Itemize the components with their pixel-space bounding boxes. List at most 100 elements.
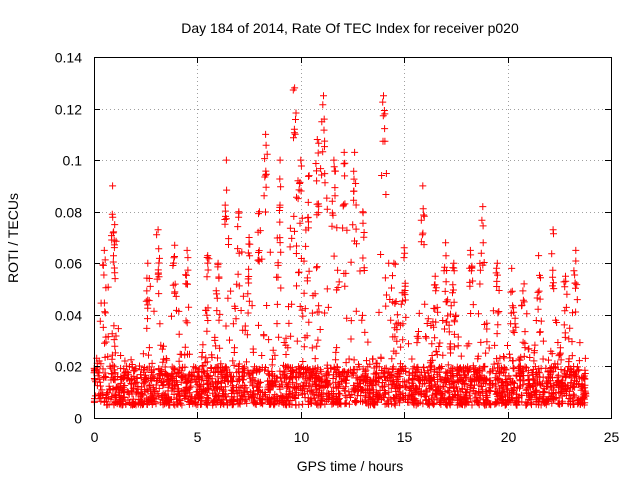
data-point bbox=[276, 203, 284, 211]
data-point bbox=[235, 208, 243, 216]
data-point bbox=[541, 388, 549, 396]
data-point bbox=[341, 172, 349, 180]
data-point bbox=[208, 353, 216, 361]
data-point bbox=[245, 234, 253, 241]
data-point bbox=[239, 292, 247, 300]
data-point bbox=[504, 342, 511, 349]
data-point bbox=[169, 281, 177, 289]
data-point bbox=[124, 369, 132, 377]
data-point bbox=[292, 385, 300, 393]
data-point bbox=[490, 360, 498, 368]
data-point bbox=[432, 287, 440, 295]
data-point bbox=[445, 376, 453, 384]
data-point bbox=[576, 339, 584, 347]
data-point bbox=[483, 376, 490, 384]
data-point bbox=[379, 98, 387, 106]
data-point bbox=[173, 394, 180, 402]
data-point bbox=[569, 309, 576, 317]
data-point bbox=[350, 356, 358, 364]
data-point bbox=[454, 367, 462, 375]
data-point bbox=[209, 380, 217, 388]
data-point bbox=[448, 365, 456, 373]
data-point bbox=[243, 331, 251, 339]
data-point bbox=[560, 321, 568, 329]
data-point bbox=[276, 239, 284, 247]
data-point bbox=[412, 369, 420, 376]
data-point bbox=[292, 116, 299, 123]
data-point bbox=[328, 197, 336, 205]
data-point bbox=[350, 167, 358, 175]
data-point bbox=[264, 385, 272, 393]
data-point bbox=[349, 221, 357, 229]
data-point bbox=[375, 374, 383, 382]
data-point bbox=[308, 309, 316, 317]
data-point bbox=[262, 208, 269, 216]
data-point bbox=[333, 363, 341, 371]
data-point bbox=[212, 342, 220, 350]
data-point bbox=[233, 369, 241, 377]
data-point bbox=[357, 397, 364, 405]
data-point bbox=[458, 396, 466, 404]
data-point bbox=[382, 388, 389, 396]
data-point bbox=[298, 214, 306, 222]
data-point bbox=[332, 384, 340, 392]
data-point bbox=[171, 241, 179, 249]
data-point bbox=[520, 298, 528, 306]
data-point bbox=[497, 368, 505, 376]
data-point bbox=[467, 376, 475, 384]
data-point bbox=[323, 205, 331, 213]
data-point bbox=[204, 266, 212, 274]
data-point bbox=[331, 167, 339, 175]
data-point bbox=[435, 364, 443, 372]
data-point bbox=[489, 307, 497, 315]
data-point bbox=[532, 317, 540, 324]
data-point bbox=[133, 374, 141, 382]
data-point bbox=[255, 379, 263, 387]
data-point bbox=[335, 368, 343, 376]
data-point bbox=[315, 139, 323, 147]
data-point bbox=[301, 394, 309, 402]
data-point bbox=[156, 371, 164, 379]
data-point bbox=[495, 308, 503, 315]
data-point bbox=[378, 172, 386, 179]
data-point bbox=[272, 378, 280, 386]
data-point bbox=[287, 373, 295, 381]
data-point bbox=[109, 182, 117, 190]
data-point bbox=[389, 333, 397, 341]
data-point bbox=[231, 344, 238, 352]
data-point bbox=[311, 290, 319, 298]
data-point bbox=[300, 343, 308, 351]
data-point bbox=[382, 170, 390, 177]
data-point bbox=[155, 259, 163, 267]
data-point bbox=[459, 393, 467, 401]
data-point bbox=[402, 384, 410, 392]
x-tick-label: 25 bbox=[604, 429, 620, 445]
data-point bbox=[391, 401, 399, 409]
data-point bbox=[265, 336, 273, 344]
data-point bbox=[111, 342, 119, 350]
data-point bbox=[162, 396, 169, 404]
data-point bbox=[431, 365, 439, 373]
data-point bbox=[544, 374, 552, 382]
data-point bbox=[290, 129, 298, 137]
data-point bbox=[293, 242, 300, 250]
data-point bbox=[95, 375, 103, 383]
data-point bbox=[145, 351, 152, 359]
data-point bbox=[525, 345, 533, 353]
data-point bbox=[476, 373, 483, 381]
data-point bbox=[420, 390, 428, 398]
data-point bbox=[262, 171, 269, 179]
data-point bbox=[382, 302, 390, 310]
data-point bbox=[375, 394, 383, 402]
data-point bbox=[286, 375, 293, 383]
data-point bbox=[393, 337, 401, 345]
data-point bbox=[436, 383, 444, 391]
data-point bbox=[450, 330, 458, 338]
data-point bbox=[223, 401, 231, 409]
data-point bbox=[309, 366, 317, 373]
data-point bbox=[217, 379, 225, 387]
data-point bbox=[198, 400, 206, 408]
data-point bbox=[178, 401, 186, 409]
data-point bbox=[479, 203, 487, 211]
data-point bbox=[289, 389, 297, 397]
